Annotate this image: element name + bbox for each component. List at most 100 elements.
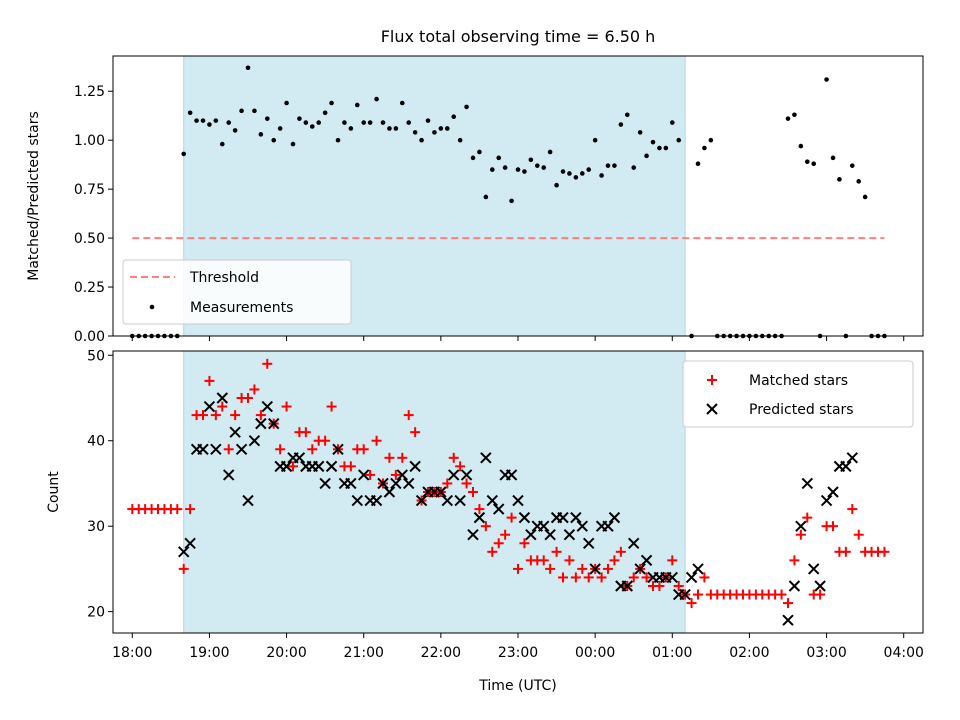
bottom-panel: 20 30 40 50 18:00 19:00 20:00 21:00 22:00 23:00 0… xyxy=(46,348,924,694)
matched-star-point xyxy=(570,572,581,583)
measurement-point xyxy=(322,110,328,116)
measurement-point xyxy=(644,153,649,159)
measurement-point xyxy=(451,114,457,119)
legend-x-mark xyxy=(706,403,718,415)
measurement-point xyxy=(194,118,199,123)
predicted-star-point xyxy=(795,520,807,532)
measurement-point xyxy=(219,141,225,147)
top-legend-box xyxy=(122,259,352,325)
top-y-tick-label: 0.00 xyxy=(74,329,105,345)
predicted-star-point xyxy=(589,563,601,575)
predicted-star-point xyxy=(570,511,582,524)
measurement-point xyxy=(284,100,289,106)
chart-title: Flux total observing time = 6.50 h xyxy=(381,27,656,46)
predicted-star-point xyxy=(518,511,531,524)
matched-star-point xyxy=(879,546,890,557)
matched-star-point xyxy=(564,555,575,566)
measurement-point xyxy=(464,104,469,110)
matched-star-point xyxy=(673,581,684,591)
measurement-point xyxy=(702,145,707,151)
matched-star-point xyxy=(230,410,241,421)
measurement-point xyxy=(412,130,418,135)
predicted-star-point xyxy=(557,511,569,524)
matched-star-point xyxy=(577,563,588,574)
measurement-point xyxy=(618,122,624,127)
measurement-point xyxy=(824,77,829,82)
bottom-axes-frame xyxy=(112,350,924,634)
top-axes-frame xyxy=(112,55,924,337)
measurement-point xyxy=(612,163,617,168)
measurement-point xyxy=(528,157,534,163)
measurement-point xyxy=(438,126,444,131)
measurement-point xyxy=(309,124,315,129)
predicted-star-point xyxy=(415,494,428,507)
measurement-point xyxy=(207,122,212,127)
predicted-star-point xyxy=(525,529,537,541)
predicted-star-point xyxy=(486,494,498,507)
measurement-point xyxy=(573,175,579,180)
measurement-point xyxy=(811,161,817,166)
predicted-star-point xyxy=(235,443,248,455)
measurement-point xyxy=(496,155,502,161)
matched-star-point xyxy=(461,478,472,489)
measurement-point xyxy=(181,151,187,157)
matched-star-point xyxy=(390,469,401,480)
measurement-point xyxy=(785,116,791,121)
matched-star-point xyxy=(204,375,215,386)
matched-star-point xyxy=(198,410,208,421)
measurement-point xyxy=(663,145,669,151)
matched-star-point xyxy=(693,589,703,600)
bottom-legend: Matched stars Predicted stars xyxy=(682,360,914,428)
measurement-point xyxy=(348,126,354,131)
matched-star-point xyxy=(538,555,549,566)
predicted-star-point xyxy=(480,452,492,464)
bottom-x-tick-label: 19:00 xyxy=(189,645,229,661)
matched-star-point xyxy=(654,581,665,591)
measurement-point xyxy=(637,130,643,135)
legend-predicted-swatch xyxy=(706,403,718,415)
measurement-point xyxy=(245,65,251,71)
bottom-x-tick-label: 23:00 xyxy=(498,645,538,661)
legend-predicted-label: Predicted stars xyxy=(749,402,854,418)
legend-measurements-label: Measurements xyxy=(190,300,293,316)
top-y-tick-label: 1.25 xyxy=(74,84,105,100)
predicted-star-point xyxy=(370,494,383,507)
matched-star-point xyxy=(397,452,408,463)
predicted-star-point xyxy=(602,520,614,532)
measurement-point xyxy=(277,126,283,131)
measurement-point xyxy=(657,145,662,151)
predicted-star-point xyxy=(197,443,209,455)
measurement-point xyxy=(399,100,405,106)
bottom-y-tick-label: 20 xyxy=(87,605,105,621)
matched-star-point xyxy=(828,521,838,532)
measurement-point xyxy=(252,108,257,114)
matched-star-point xyxy=(262,358,273,369)
bottom-x-tick-label: 21:00 xyxy=(344,645,384,661)
matched-star-point xyxy=(493,538,504,549)
bottom-x-tick-label: 01:00 xyxy=(652,645,692,661)
measurement-point xyxy=(547,149,553,155)
measurement-point xyxy=(560,169,566,174)
matched-star-point xyxy=(172,504,183,515)
predicted-star-point xyxy=(808,563,820,575)
measurement-point xyxy=(297,116,302,121)
predicted-star-point xyxy=(820,494,833,507)
measurement-point xyxy=(624,112,630,118)
top-y-tick-label: 0.25 xyxy=(74,280,105,296)
measurement-point xyxy=(554,182,559,188)
predicted-star-point xyxy=(493,503,505,515)
bottom-legend-box xyxy=(682,360,914,428)
measurement-point xyxy=(406,120,412,125)
measurement-point xyxy=(239,108,244,114)
matched-star-point xyxy=(847,504,858,515)
predicted-star-point xyxy=(248,435,261,447)
predicted-star-point xyxy=(840,460,852,473)
bottom-y-tick-label: 30 xyxy=(87,519,105,535)
bottom-x-tick-label: 20:00 xyxy=(266,645,306,661)
predicted-star-point xyxy=(377,477,389,490)
measurement-point xyxy=(592,137,598,143)
matched-star-point xyxy=(326,401,337,412)
measurement-point xyxy=(483,194,489,200)
matched-star-point xyxy=(345,461,356,472)
predicted-star-point xyxy=(242,494,254,507)
